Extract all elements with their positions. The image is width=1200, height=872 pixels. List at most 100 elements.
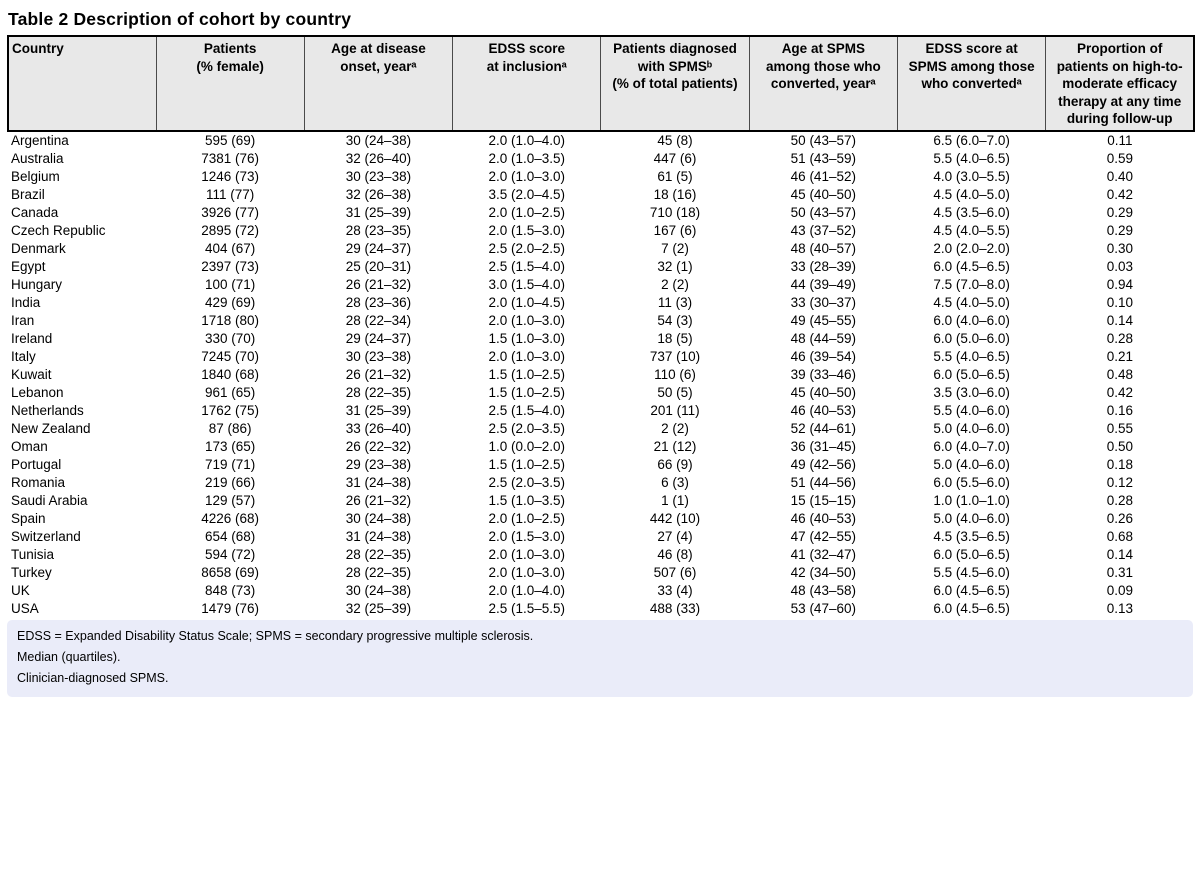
spms_diagnosed-cell: 45 (8) [657, 132, 693, 148]
age_onset-cell: 29 (24–37) [345, 330, 412, 346]
age_onset-cell: 26 (22–32) [345, 438, 412, 454]
patients-cell: 111 (77) [206, 186, 255, 202]
country-cell: Iran [11, 312, 35, 328]
page-title: Table 2 Description of cohort by country [8, 9, 352, 29]
age_onset-cell: 29 (23–38) [345, 456, 412, 472]
spms_diagnosed-cell: 442 (10) [649, 510, 701, 526]
patients-cell: 2397 (73) [201, 258, 260, 274]
proportion_therapy-cell: 0.13 [1106, 600, 1134, 616]
proportion_therapy-cell: 0.18 [1106, 456, 1134, 472]
patients-cell: 219 (66) [205, 474, 256, 490]
spms_diagnosed-cell: 110 (6) [654, 366, 696, 382]
country-cell: Czech Republic [11, 222, 106, 238]
age_onset-cell: 31 (25–39) [345, 204, 412, 220]
age_onset-cell: 31 (24–38) [345, 528, 412, 544]
table-row: UK 848 (73) 30 (24–38) 2.0 (1.0–4.0) 33 (4) 4… [8, 582, 1194, 600]
spms_diagnosed-cell: 7 (2) [661, 240, 689, 256]
edss_inclusion-cell: 2.0 (1.0–4.0) [488, 582, 566, 598]
age_spms-cell: 49 (45–55) [790, 312, 856, 328]
proportion_therapy-cell: 0.12 [1106, 474, 1134, 490]
edss_inclusion-cell: 2.0 (1.0–3.0) [488, 312, 566, 328]
table-row: New Zealand 87 (86) 33 (26–40) 2.5 (2.0–3.5… [8, 420, 1194, 438]
header-row: Country Patients (% female) Age at disease… [7, 35, 1196, 132]
patients-cell: 173 (65) [205, 438, 256, 454]
edss_inclusion-cell: 2.0 (1.0–3.0) [488, 546, 566, 562]
cohort-table: Country Patients (% female) Age at disease… [7, 35, 1196, 618]
edss_inclusion-cell: 2.0 (1.0–4.5) [488, 294, 566, 310]
table-row: Spain 4226 (68) 30 (24–38) 2.0 (1.0–2.5) 442… [8, 510, 1194, 528]
age_onset-cell: 28 (23–35) [345, 222, 412, 238]
edss_inclusion-cell: 2.0 (1.0–3.0) [488, 564, 566, 580]
edss_spms-cell: 4.5 (4.0–5.5) [933, 222, 1010, 238]
spms_diagnosed-cell: 21 (12) [653, 438, 697, 454]
age_onset-cell: 25 (20–31) [345, 258, 412, 274]
edss_inclusion-cell: 2.0 (1.0–3.0) [488, 348, 566, 364]
country-cell: Italy [11, 348, 36, 364]
spms_diagnosed-cell: 167 (6) [653, 222, 697, 238]
footnote-line: EDSS = Expanded Disability Status Scale;… [17, 628, 534, 643]
edss_inclusion-cell: 2.5 (2.0–3.5) [488, 420, 566, 436]
table-row: Netherlands 1762 (75) 31 (25–39) 2.5 (1.5–4… [8, 402, 1194, 420]
edss_inclusion-cell: 2.0 (1.5–3.0) [488, 528, 566, 544]
edss_inclusion-cell: 2.0 (1.5–3.0) [488, 222, 566, 238]
proportion_therapy-cell: 0.59 [1106, 150, 1134, 166]
age_spms-cell: 51 (43–59) [790, 150, 856, 166]
edss_inclusion-cell: 2.5 (1.5–5.5) [488, 600, 566, 616]
age_spms-cell: 52 (44–61) [790, 420, 856, 436]
age_spms-cell: 33 (30–37) [790, 294, 856, 310]
proportion_therapy-cell: 0.21 [1106, 348, 1134, 364]
edss_spms-cell: 3.5 (3.0–6.0) [933, 384, 1010, 400]
table-row: Czech Republic 2895 (72) 28 (23–35) 2.0 (1.… [8, 222, 1194, 240]
age_onset-cell: 31 (25–39) [345, 402, 412, 418]
table-row: Hungary 100 (71) 26 (21–32) 3.0 (1.5–4.0) 2 … [8, 276, 1194, 294]
table-row: Switzerland 654 (68) 31 (24–38) 2.0 (1.5–3.… [8, 528, 1194, 546]
edss_spms-cell: 2.0 (2.0–2.0) [933, 240, 1010, 256]
table-row: India 429 (69) 28 (23–36) 2.0 (1.0–4.5) 11 (… [8, 294, 1194, 312]
country-cell: India [11, 294, 41, 310]
spms_diagnosed-cell: 50 (5) [657, 384, 693, 400]
column-header-spms_diagnosed: Patients diagnosed with SPMSᵇ (% of tota… [600, 35, 750, 132]
country-cell: Switzerland [11, 528, 81, 544]
age_spms-cell: 46 (40–53) [790, 510, 856, 526]
table-row: Denmark 404 (67) 29 (24–37) 2.5 (2.0–2.5) 7 … [8, 240, 1194, 258]
age_onset-cell: 28 (22–35) [345, 384, 412, 400]
patients-cell: 7381 (76) [201, 150, 260, 166]
column-header-patients: Patients (% female) [155, 35, 305, 132]
patients-cell: 7245 (70) [201, 348, 260, 364]
age_spms-cell: 42 (34–50) [790, 564, 856, 580]
age_spms-cell: 48 (44–59) [790, 330, 856, 346]
age_spms-cell: 49 (42–56) [790, 456, 856, 472]
proportion_therapy-cell: 0.09 [1106, 582, 1134, 598]
patients-cell: 595 (69) [205, 132, 256, 148]
age_onset-cell: 33 (26–40) [345, 420, 412, 436]
table-row: Belgium 1246 (73) 30 (23–38) 2.0 (1.0–3.0) 6… [8, 168, 1194, 186]
country-cell: New Zealand [11, 420, 91, 436]
patients-cell: 8658 (69) [201, 564, 260, 580]
spms_diagnosed-cell: 201 (11) [650, 402, 700, 418]
age_spms-cell: 46 (39–54) [790, 348, 856, 364]
age_spms-cell: 36 (31–45) [790, 438, 856, 454]
country-cell: Tunisia [11, 546, 55, 562]
patients-cell: 330 (70) [205, 330, 256, 346]
patients-cell: 719 (71) [205, 456, 256, 472]
spms_diagnosed-cell: 488 (33) [649, 600, 701, 616]
proportion_therapy-cell: 0.48 [1106, 366, 1134, 382]
age_onset-cell: 32 (25–39) [345, 600, 412, 616]
country-cell: Hungary [11, 276, 63, 292]
proportion_therapy-cell: 0.14 [1106, 546, 1134, 562]
table-row: Lebanon 961 (65) 28 (22–35) 1.5 (1.0–2.5) 50… [8, 384, 1194, 402]
table-row: Iran 1718 (80) 28 (22–34) 2.0 (1.0–3.0) 54 (… [8, 312, 1194, 330]
edss_spms-cell: 5.0 (4.0–6.0) [933, 456, 1010, 472]
spms_diagnosed-cell: 27 (4) [657, 528, 693, 544]
country-cell: Turkey [11, 564, 52, 580]
edss_inclusion-cell: 1.5 (1.0–3.5) [488, 492, 566, 508]
country-cell: Spain [11, 510, 46, 526]
edss_inclusion-cell: 2.5 (1.5–4.0) [488, 402, 566, 418]
table-row: Oman 173 (65) 26 (22–32) 1.0 (0.0–2.0) 21 (1… [8, 438, 1194, 456]
proportion_therapy-cell: 0.29 [1106, 204, 1134, 220]
age_onset-cell: 30 (23–38) [345, 348, 412, 364]
edss_spms-cell: 6.0 (4.0–7.0) [933, 438, 1010, 454]
edss_spms-cell: 7.5 (7.0–8.0) [933, 276, 1010, 292]
patients-cell: 1840 (68) [201, 366, 260, 382]
proportion_therapy-cell: 0.28 [1106, 330, 1134, 346]
